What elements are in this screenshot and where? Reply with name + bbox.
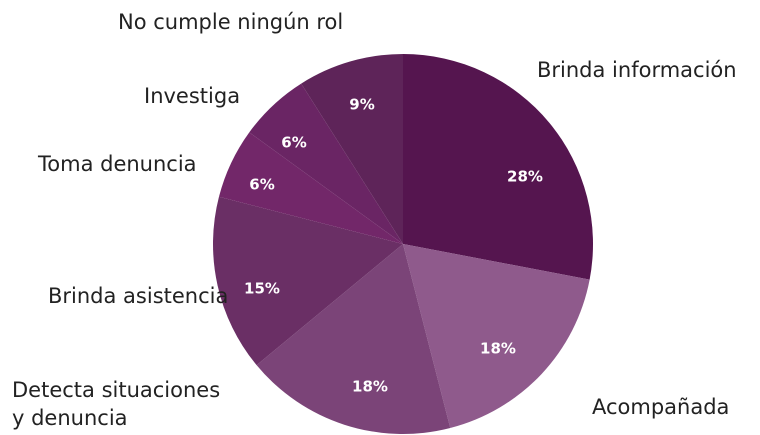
value-label: 28% <box>507 168 543 186</box>
pie-slice <box>249 83 403 244</box>
pie-slice <box>403 54 593 280</box>
value-label: 18% <box>480 340 516 358</box>
category-label: No cumple ningún rol <box>118 10 344 34</box>
pie-slice <box>301 54 403 244</box>
category-label: Brinda información <box>537 58 737 82</box>
category-label: Toma denuncia <box>38 152 197 176</box>
pie-slice <box>403 244 590 429</box>
category-label: Brinda asistencia <box>48 284 229 308</box>
value-label: 9% <box>349 96 374 114</box>
pie-slice <box>212 196 403 366</box>
value-label: 6% <box>249 176 274 194</box>
category-label: Acompañada <box>592 395 730 419</box>
category-label: Investiga <box>144 84 241 108</box>
category-label: Detecta situaciones y denuncia <box>12 378 221 430</box>
value-label: 18% <box>352 378 388 396</box>
value-label: 15% <box>244 280 280 298</box>
pie-slice <box>256 244 451 434</box>
value-label: 6% <box>281 134 306 152</box>
pie-slice <box>218 132 403 244</box>
